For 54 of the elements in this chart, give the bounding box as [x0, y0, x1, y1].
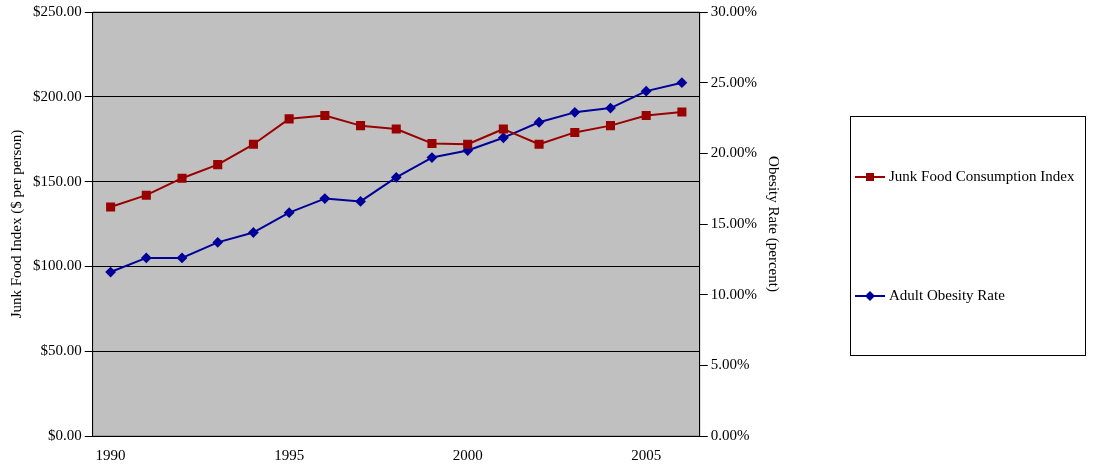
- point: [605, 103, 616, 114]
- legend-label: Adult Obesity Rate: [889, 287, 1005, 304]
- point: [319, 193, 330, 204]
- point: [177, 173, 187, 183]
- y-tick-label: $200.00: [33, 87, 82, 104]
- point: [355, 196, 366, 207]
- x-tick-label: 1995: [274, 446, 305, 463]
- point: [391, 172, 402, 183]
- x-tick-label: 2000: [452, 446, 483, 463]
- point: [534, 139, 544, 149]
- y2-tick-label: 0.00%: [710, 426, 750, 443]
- y2-tick-label: 5.00%: [710, 356, 750, 373]
- y-tick-label: $50.00: [40, 342, 82, 359]
- y-tick-label: $100.00: [33, 257, 82, 274]
- point: [213, 160, 223, 170]
- x-tick-label: 1990: [95, 446, 126, 463]
- point: [177, 252, 188, 263]
- point: [463, 139, 473, 149]
- point: [498, 124, 508, 134]
- y-tick-label: $250.00: [33, 2, 82, 19]
- point: [427, 138, 437, 148]
- point: [284, 114, 294, 124]
- point: [105, 267, 116, 278]
- point: [248, 139, 258, 149]
- y2-tick-label: 30.00%: [710, 2, 757, 19]
- y2-tick-label: 20.00%: [710, 144, 757, 161]
- y2-axis-title: Obesity Rate (percent): [765, 156, 783, 292]
- point: [677, 107, 687, 117]
- point: [391, 124, 401, 134]
- point: [320, 110, 330, 120]
- point: [141, 190, 151, 200]
- point: [676, 77, 687, 88]
- point: [106, 202, 116, 212]
- point: [641, 86, 652, 97]
- y2-tick-label: 25.00%: [710, 73, 757, 90]
- point: [426, 152, 437, 163]
- point: [212, 237, 223, 248]
- x-tick-label: 2005: [631, 446, 662, 463]
- legend-label: Junk Food Consumption Index: [889, 168, 1075, 185]
- point: [356, 121, 366, 131]
- point: [534, 117, 545, 128]
- point: [570, 127, 580, 137]
- point: [498, 132, 509, 143]
- point: [248, 227, 259, 238]
- point: [605, 121, 616, 131]
- point: [641, 110, 651, 120]
- y-tick-label: $0.00: [48, 426, 82, 443]
- y-tick-label: $150.00: [33, 172, 82, 189]
- point: [141, 252, 152, 263]
- y2-tick-label: 15.00%: [710, 214, 757, 231]
- point: [569, 107, 580, 118]
- y-axis-title: Junk Food Index ($ per person): [7, 129, 25, 319]
- y2-tick-label: 10.00%: [710, 285, 757, 302]
- point: [284, 207, 295, 218]
